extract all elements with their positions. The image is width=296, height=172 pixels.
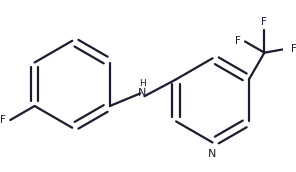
Text: N: N [138, 88, 147, 98]
Text: F: F [291, 44, 296, 54]
Text: F: F [235, 36, 241, 46]
Text: H: H [139, 79, 146, 88]
Text: F: F [261, 17, 267, 27]
Text: N: N [208, 149, 217, 159]
Text: F: F [0, 115, 6, 125]
